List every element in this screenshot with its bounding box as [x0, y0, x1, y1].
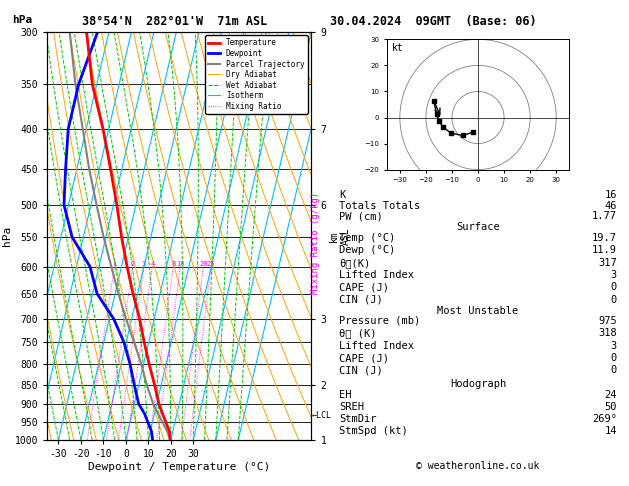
- Text: kt: kt: [392, 43, 404, 53]
- Text: CAPE (J): CAPE (J): [339, 353, 389, 363]
- Text: CAPE (J): CAPE (J): [339, 282, 389, 293]
- Text: 3: 3: [611, 270, 617, 280]
- Text: 2: 2: [131, 260, 135, 267]
- Text: hPa: hPa: [13, 15, 33, 25]
- Text: 25: 25: [207, 260, 215, 267]
- Text: 30.04.2024  09GMT  (Base: 06): 30.04.2024 09GMT (Base: 06): [330, 15, 537, 28]
- Text: © weatheronline.co.uk: © weatheronline.co.uk: [416, 461, 540, 471]
- Text: Lifted Index: Lifted Index: [339, 270, 414, 280]
- Legend: Temperature, Dewpoint, Parcel Trajectory, Dry Adiabat, Wet Adiabat, Isotherm, Mi: Temperature, Dewpoint, Parcel Trajectory…: [205, 35, 308, 114]
- Text: 50: 50: [604, 401, 617, 412]
- Text: 269°: 269°: [592, 414, 617, 424]
- X-axis label: Dewpoint / Temperature (°C): Dewpoint / Temperature (°C): [88, 462, 270, 471]
- Text: 14: 14: [604, 426, 617, 435]
- Text: 1.77: 1.77: [592, 211, 617, 221]
- Text: 0: 0: [611, 282, 617, 293]
- Text: 0: 0: [611, 353, 617, 363]
- Text: θᴇ (K): θᴇ (K): [339, 329, 377, 338]
- Text: 24: 24: [604, 390, 617, 399]
- Text: StmDir: StmDir: [339, 414, 377, 424]
- Text: EH: EH: [339, 390, 352, 399]
- Text: 318: 318: [598, 329, 617, 338]
- Text: Surface: Surface: [456, 222, 500, 232]
- Text: Most Unstable: Most Unstable: [437, 306, 519, 316]
- Text: 38°54'N  282°01'W  71m ASL: 38°54'N 282°01'W 71m ASL: [82, 15, 267, 28]
- Y-axis label: hPa: hPa: [2, 226, 12, 246]
- Text: 3: 3: [142, 260, 146, 267]
- Text: K: K: [339, 190, 345, 200]
- Text: CIN (J): CIN (J): [339, 365, 383, 376]
- Text: 8: 8: [171, 260, 175, 267]
- Text: StmSpd (kt): StmSpd (kt): [339, 426, 408, 435]
- Text: Mixing Ratio (g/kg): Mixing Ratio (g/kg): [311, 192, 320, 294]
- Text: Totals Totals: Totals Totals: [339, 201, 420, 211]
- Text: 16: 16: [604, 190, 617, 200]
- Text: Hodograph: Hodograph: [450, 379, 506, 389]
- Text: 20: 20: [199, 260, 208, 267]
- Text: 317: 317: [598, 258, 617, 268]
- Text: Pressure (mb): Pressure (mb): [339, 316, 420, 326]
- Text: 46: 46: [604, 201, 617, 211]
- Text: Lifted Index: Lifted Index: [339, 341, 414, 351]
- Text: 0: 0: [611, 365, 617, 376]
- Text: 4: 4: [150, 260, 155, 267]
- Text: Dewp (°C): Dewp (°C): [339, 245, 396, 255]
- Text: PW (cm): PW (cm): [339, 211, 383, 221]
- Text: Temp (°C): Temp (°C): [339, 233, 396, 243]
- Text: ←LCL: ←LCL: [312, 411, 332, 420]
- Text: 19.7: 19.7: [592, 233, 617, 243]
- Text: 1: 1: [113, 260, 117, 267]
- Text: SREH: SREH: [339, 401, 364, 412]
- Text: 3: 3: [611, 341, 617, 351]
- Text: 11.9: 11.9: [592, 245, 617, 255]
- Text: 10: 10: [176, 260, 185, 267]
- Text: 0: 0: [611, 295, 617, 305]
- Y-axis label: km
ASL: km ASL: [329, 227, 350, 244]
- Text: CIN (J): CIN (J): [339, 295, 383, 305]
- Text: 975: 975: [598, 316, 617, 326]
- Text: θᴇ(K): θᴇ(K): [339, 258, 370, 268]
